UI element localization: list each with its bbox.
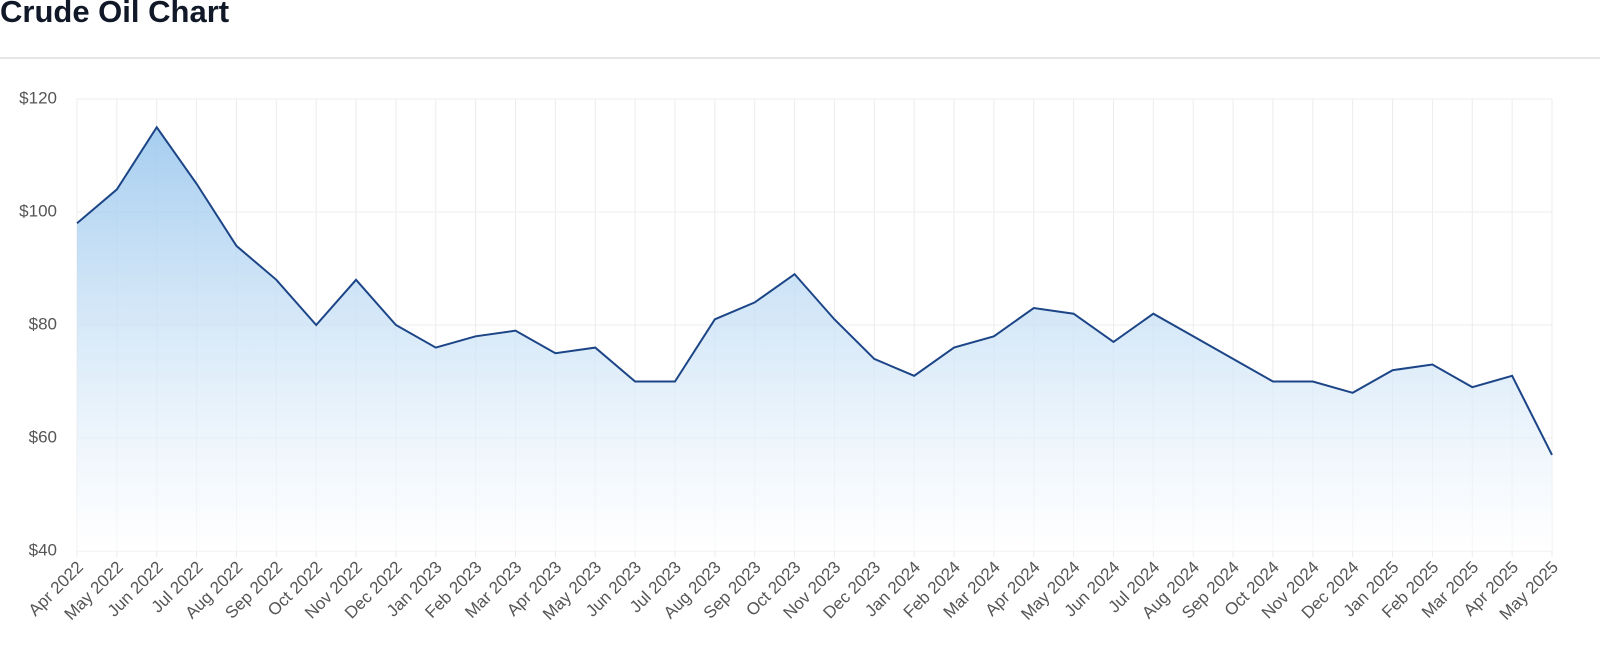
chart-title: Crude Oil Chart <box>0 0 229 29</box>
y-tick-label: $80 <box>29 314 57 333</box>
area <box>77 127 1552 551</box>
price-line <box>76 125 1553 456</box>
y-tick-label: $60 <box>29 427 57 446</box>
y-tick-label: $120 <box>19 88 57 107</box>
y-tick-label: $100 <box>19 201 57 220</box>
y-tick-label: $40 <box>29 540 57 559</box>
